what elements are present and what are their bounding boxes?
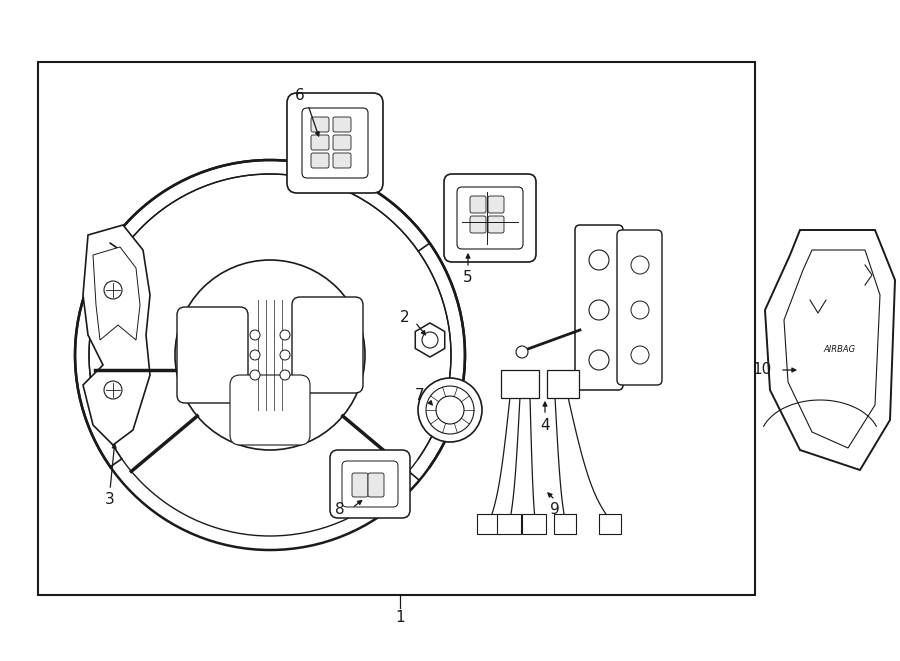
FancyBboxPatch shape: [497, 514, 521, 534]
Polygon shape: [83, 225, 150, 445]
FancyBboxPatch shape: [333, 153, 351, 168]
Bar: [38, 62, 755, 595]
Text: AIRBAG: AIRBAG: [824, 346, 856, 354]
FancyBboxPatch shape: [333, 117, 351, 132]
Circle shape: [75, 160, 465, 550]
FancyBboxPatch shape: [470, 196, 486, 213]
FancyBboxPatch shape: [177, 307, 248, 403]
FancyBboxPatch shape: [352, 473, 368, 497]
FancyBboxPatch shape: [444, 174, 536, 262]
Circle shape: [280, 350, 290, 360]
Text: 4: 4: [540, 418, 550, 432]
FancyBboxPatch shape: [292, 297, 363, 393]
Text: 7: 7: [415, 387, 425, 403]
FancyBboxPatch shape: [368, 473, 384, 497]
FancyBboxPatch shape: [554, 514, 576, 534]
FancyBboxPatch shape: [311, 135, 329, 150]
Circle shape: [589, 250, 609, 270]
Circle shape: [631, 256, 649, 274]
Circle shape: [175, 260, 365, 450]
Text: 3: 3: [105, 492, 115, 508]
Text: 8: 8: [335, 502, 345, 518]
FancyBboxPatch shape: [488, 196, 504, 213]
Text: 10: 10: [752, 362, 771, 377]
Polygon shape: [93, 247, 140, 340]
FancyBboxPatch shape: [311, 153, 329, 168]
Circle shape: [436, 396, 464, 424]
Circle shape: [418, 378, 482, 442]
FancyBboxPatch shape: [330, 450, 410, 518]
FancyBboxPatch shape: [547, 370, 579, 398]
FancyBboxPatch shape: [333, 135, 351, 150]
FancyBboxPatch shape: [488, 216, 504, 233]
FancyBboxPatch shape: [230, 375, 310, 445]
FancyBboxPatch shape: [470, 216, 486, 233]
Circle shape: [280, 370, 290, 380]
Text: 6: 6: [295, 87, 305, 102]
Circle shape: [104, 381, 122, 399]
FancyBboxPatch shape: [287, 93, 383, 193]
Circle shape: [589, 350, 609, 370]
FancyBboxPatch shape: [617, 230, 662, 385]
Circle shape: [426, 386, 474, 434]
Circle shape: [89, 174, 451, 536]
Polygon shape: [784, 250, 880, 448]
FancyBboxPatch shape: [311, 117, 329, 132]
Polygon shape: [415, 323, 445, 357]
Text: 9: 9: [550, 502, 560, 518]
Circle shape: [250, 370, 260, 380]
Text: 5: 5: [464, 270, 472, 286]
FancyBboxPatch shape: [522, 514, 546, 534]
Circle shape: [104, 281, 122, 299]
Circle shape: [516, 346, 528, 358]
FancyBboxPatch shape: [457, 187, 523, 249]
FancyBboxPatch shape: [599, 514, 621, 534]
FancyBboxPatch shape: [477, 514, 501, 534]
Circle shape: [631, 346, 649, 364]
Circle shape: [631, 301, 649, 319]
FancyBboxPatch shape: [342, 461, 398, 507]
Circle shape: [422, 332, 438, 348]
Polygon shape: [765, 230, 895, 470]
Circle shape: [250, 350, 260, 360]
Circle shape: [589, 300, 609, 320]
FancyBboxPatch shape: [501, 370, 539, 398]
Circle shape: [250, 330, 260, 340]
FancyBboxPatch shape: [302, 108, 368, 178]
Circle shape: [280, 330, 290, 340]
Text: 2: 2: [400, 309, 410, 325]
Text: 1: 1: [395, 611, 405, 625]
FancyBboxPatch shape: [575, 225, 623, 390]
